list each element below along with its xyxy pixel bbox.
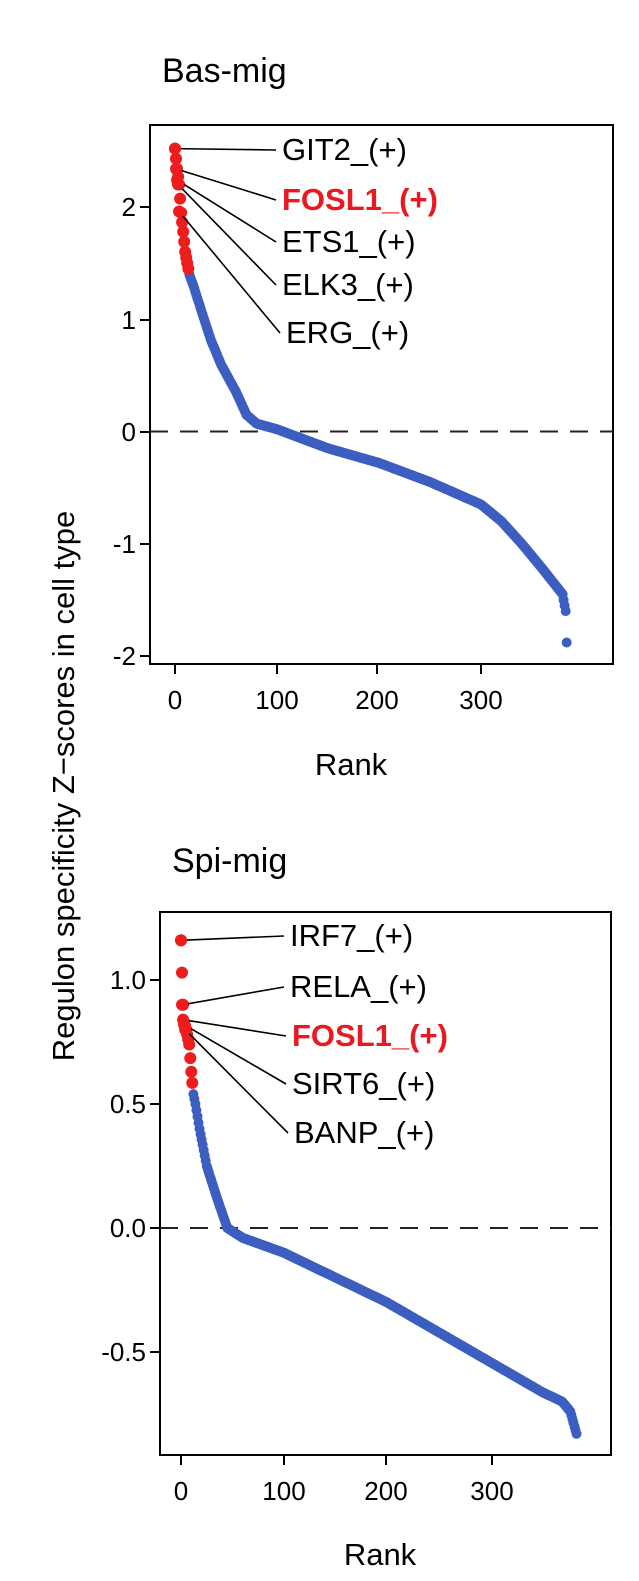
x-tick-label: 300 [459,685,502,715]
point-label: RELA_(+) [290,969,427,1004]
labeled-point [176,998,189,1011]
leader-line [182,1018,287,1037]
highlight-point [176,966,188,979]
y-tick-label: 0.0 [110,1213,146,1243]
labeled-point [172,178,185,191]
labeled-point [169,142,181,155]
labeled-point [179,1023,192,1036]
plot-frame [149,124,614,665]
point-label: GIT2_(+) [282,132,407,167]
leader-line [175,168,277,201]
labeled-point [170,162,183,175]
leader-line [177,183,277,286]
leader-line [174,147,277,151]
highlight-point [179,245,192,258]
y-tick-label: 0 [122,417,136,447]
y-tick-label: 1.0 [110,965,146,995]
panel-title: Spi-mig [172,842,287,880]
point-label: FOSL1_(+) [282,182,438,217]
x-tick-label: 200 [355,685,398,715]
x-tick-label: 0 [168,685,182,715]
x-axis-label: Rank [344,1537,417,1572]
x-tick-label: 0 [174,1476,188,1506]
x-tick-label: 300 [470,1476,513,1506]
y-tick-label: 0.5 [110,1089,146,1119]
y-tick-label: -2 [113,641,136,671]
x-tick-label: 100 [255,685,298,715]
y-tick-label: 1 [122,305,136,335]
panel-spi-mig: Spi-mig Rank 0 100 200 300 -0.5 0.0 0.5 1.0 IRF7… [101,842,612,1572]
point-label: ETS1_(+) [282,224,416,259]
leader-line [176,179,277,243]
highlight-point [174,192,187,205]
leader-line [180,935,285,942]
leader-line [183,1023,287,1085]
panel-title: Bas-mig [162,52,287,90]
point-label: SIRT6_(+) [292,1066,435,1101]
highlight-point [170,152,182,165]
highlight-point [178,235,191,248]
panel-bas-mig: Bas-mig Rank 0 100 200 300 -2 -1 0 1 2 GIT2_(+) FO… [113,52,614,782]
point-label: ELK3_(+) [282,267,414,302]
point-label: BANP_(+) [294,1115,434,1150]
highlight-point [186,1076,199,1089]
leader-line [178,210,281,334]
highlight-point [185,1065,198,1078]
point-label: FOSL1_(+) [292,1018,448,1053]
x-axis-label: Rank [315,747,388,782]
y-tick-label: -1 [113,529,136,559]
y-tick-label: -0.5 [101,1337,146,1367]
x-tick-label: 200 [364,1476,407,1506]
labeled-point [173,205,186,218]
point-label: IRF7_(+) [290,918,413,953]
data-point [188,1089,199,1100]
x-tick-label: 100 [262,1476,305,1506]
leader-line [181,986,285,1006]
labeled-point [175,934,187,947]
point-label: ERG_(+) [286,315,409,350]
leader-line [184,1029,289,1134]
highlight-point [177,225,190,238]
highlight-point [184,1052,197,1065]
y-axis-label: Regulon specificity Z−scores in cell typ… [46,511,81,1062]
data-point [561,637,572,648]
y-tick-label: 2 [122,192,136,222]
